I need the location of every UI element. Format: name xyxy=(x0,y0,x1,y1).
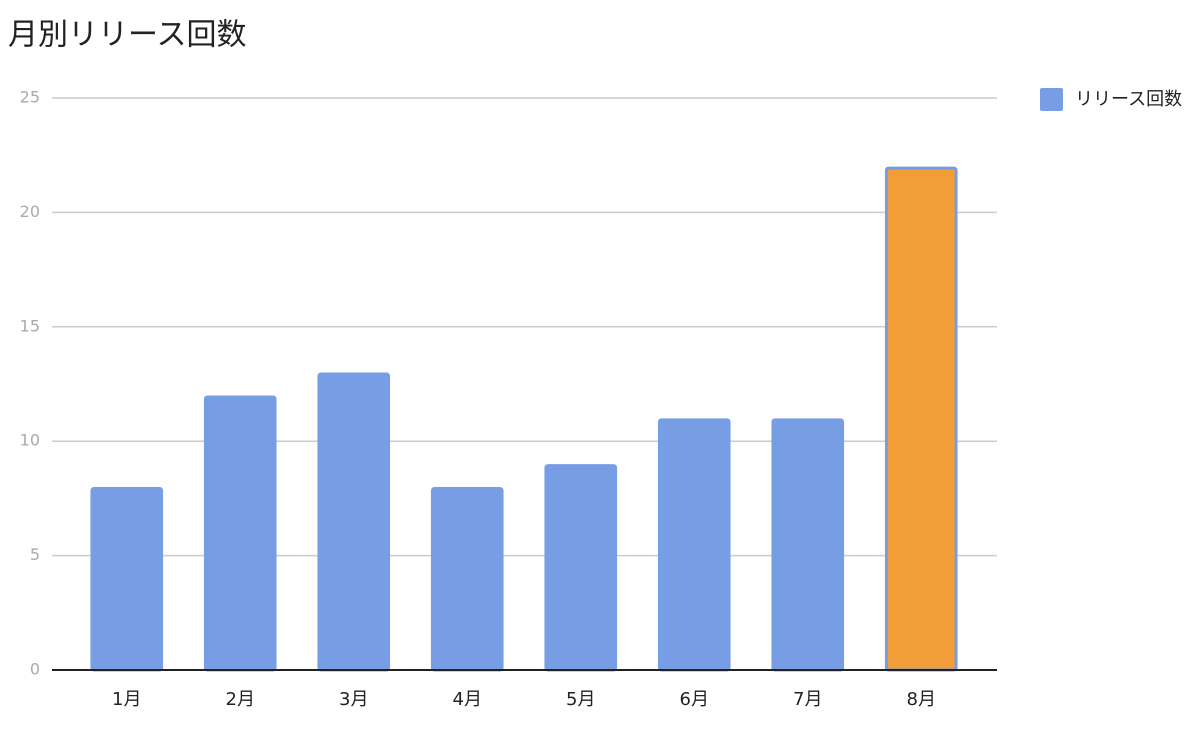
bar xyxy=(884,166,958,672)
legend-label: リリース回数 xyxy=(1075,89,1182,110)
legend-swatch xyxy=(1040,88,1063,111)
chart-title: 月別リリース回数 xyxy=(8,18,247,53)
bar xyxy=(657,418,731,672)
x-tick-label: 1月 xyxy=(112,689,141,710)
x-tick-label: 5月 xyxy=(566,689,595,710)
x-tick-label: 2月 xyxy=(226,689,255,710)
x-tick-label: 3月 xyxy=(339,689,368,710)
y-tick-label: 0 xyxy=(30,660,40,679)
y-tick-label: 15 xyxy=(20,316,40,335)
bar xyxy=(430,486,504,672)
x-tick-label: 6月 xyxy=(680,689,709,710)
x-tick-label: 7月 xyxy=(793,689,822,710)
y-tick-label: 10 xyxy=(20,431,40,450)
bar xyxy=(90,486,164,672)
bar xyxy=(317,372,391,672)
y-tick-label: 20 xyxy=(20,202,40,221)
y-tick-label: 25 xyxy=(20,88,40,107)
bar xyxy=(544,464,618,672)
y-tick-label: 5 xyxy=(30,545,40,564)
bar xyxy=(771,418,845,672)
bar xyxy=(203,395,277,672)
x-tick-label: 4月 xyxy=(453,689,482,710)
x-tick-label: 8月 xyxy=(907,689,936,710)
